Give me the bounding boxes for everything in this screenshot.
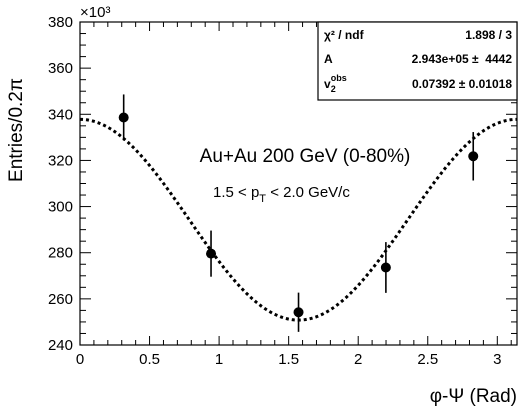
- stats-value-a: 2.943e+05 ± 4442: [412, 52, 513, 66]
- y-tick-label: 340: [48, 106, 73, 123]
- y-tick-label: 320: [48, 152, 73, 169]
- y-tick-label: 260: [48, 291, 73, 308]
- data-point: [206, 249, 216, 259]
- stats-value-v2: 0.07392 ± 0.01018: [412, 77, 512, 91]
- data-points: [119, 94, 479, 331]
- y-axis-title: Entries/0.2π: [6, 78, 27, 182]
- y-tick-label: 300: [48, 199, 73, 216]
- stats-label-a: A: [324, 52, 333, 66]
- stats-box: χ² / ndf 1.898 / 3 A 2.943e+05 ± 4442 v2…: [318, 22, 517, 100]
- x-tick-label: 3: [493, 351, 501, 368]
- data-point: [294, 307, 304, 317]
- x-tick-label: 1.5: [278, 351, 299, 368]
- stats-label-v2-sup: obs: [331, 73, 347, 83]
- data-point: [468, 151, 478, 161]
- stats-label-chi2: χ² / ndf: [324, 28, 365, 42]
- y-tick-label: 240: [48, 337, 73, 354]
- x-tick-label: 0.5: [139, 351, 160, 368]
- y-tick-label: 360: [48, 60, 73, 77]
- stats-label-v2-sub: 2: [331, 84, 336, 94]
- y-tick-label: 380: [48, 14, 73, 31]
- data-point: [381, 262, 391, 272]
- data-point: [119, 113, 129, 123]
- stats-value-chi2: 1.898 / 3: [465, 28, 512, 42]
- annotation-system: Au+Au 200 GeV (0-80%): [200, 146, 411, 167]
- x-tick-label: 1: [215, 351, 223, 368]
- annotation-pt-range: 1.5 < pT < 2.0 GeV/c: [213, 184, 350, 205]
- y-multiplier: ×10³: [80, 4, 110, 21]
- x-tick-label: 2: [354, 351, 362, 368]
- annotation-pt-suffix: < 2.0 GeV/c: [266, 184, 350, 201]
- x-axis-title: φ-Ψ (Rad): [430, 386, 517, 407]
- x-tick-label: 0: [76, 351, 84, 368]
- x-tick-label: 2.5: [417, 351, 438, 368]
- y-tick-label: 280: [48, 245, 73, 262]
- annotation-pt-prefix: 1.5 < p: [213, 184, 259, 201]
